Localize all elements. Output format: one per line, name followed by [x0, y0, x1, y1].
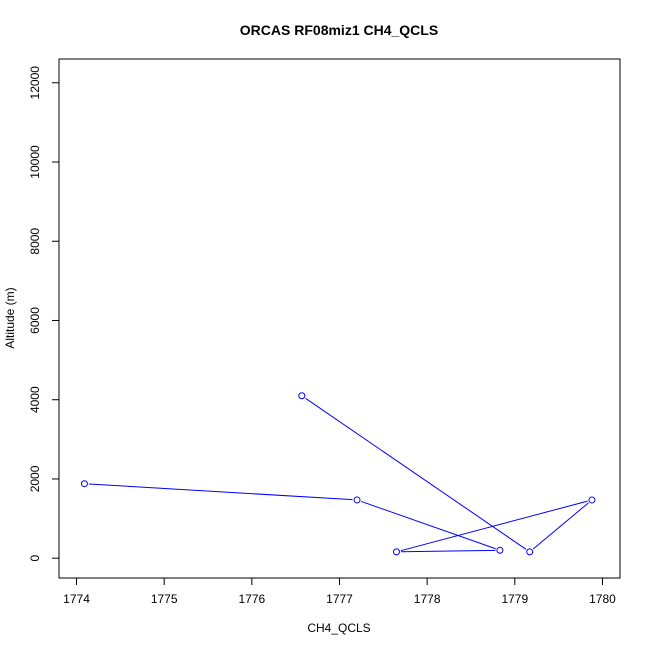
- chart-title: ORCAS RF08miz1 CH4_QCLS: [240, 22, 438, 38]
- y-tick-label: 10000: [28, 145, 42, 179]
- y-axis-label: Altitude (m): [3, 287, 17, 348]
- y-tick-label: 4000: [28, 386, 42, 413]
- series-segment: [532, 502, 589, 550]
- x-axis-label: CH4_QCLS: [307, 621, 370, 635]
- y-tick-label: 12000: [28, 66, 42, 100]
- x-tick-label: 1774: [63, 592, 90, 606]
- y-tick-label: 8000: [28, 228, 42, 255]
- plot-frame: [58, 58, 621, 579]
- x-tick-label: 1779: [501, 592, 528, 606]
- series-segment: [88, 483, 353, 501]
- series-segment: [400, 500, 588, 552]
- data-point: [392, 548, 400, 556]
- y-tick-label: 0: [28, 555, 42, 562]
- data-point: [588, 496, 596, 504]
- x-axis: 1774 1775 1776 1777 1778 1779 1780: [63, 577, 616, 606]
- data-point: [526, 548, 534, 556]
- x-tick-label: 1777: [326, 592, 353, 606]
- data-point: [353, 496, 361, 504]
- y-axis: 0 2000 4000 6000 8000 10000 12000: [28, 66, 60, 562]
- x-tick-label: 1778: [414, 592, 441, 606]
- y-tick-label: 2000: [28, 465, 42, 492]
- series-segment: [361, 500, 496, 550]
- series-layer: [80, 392, 596, 556]
- data-point: [496, 546, 504, 554]
- y-tick-label: 6000: [28, 307, 42, 334]
- x-tick-label: 1780: [589, 592, 616, 606]
- series-segment: [400, 549, 496, 553]
- x-tick-label: 1775: [151, 592, 178, 606]
- series-segment: [305, 397, 527, 550]
- x-tick-label: 1776: [238, 592, 265, 606]
- data-point: [298, 392, 306, 400]
- data-point: [80, 480, 88, 488]
